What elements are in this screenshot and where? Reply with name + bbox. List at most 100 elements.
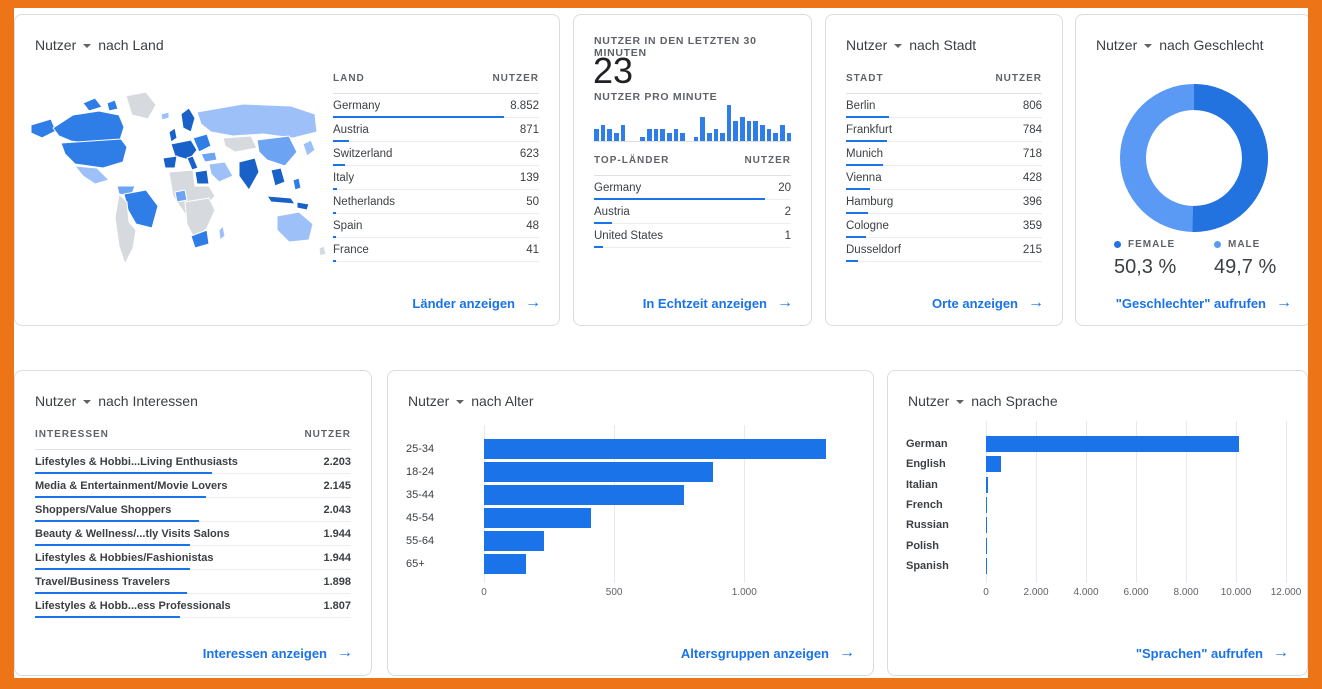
map-egypt[interactable]: [194, 169, 210, 185]
row-value: 718: [1022, 147, 1042, 160]
bar[interactable]: [986, 476, 988, 493]
table-row[interactable]: Vienna 428: [846, 166, 1042, 190]
bar[interactable]: [484, 553, 526, 574]
table-row[interactable]: Travel/Business Travelers 1.898: [35, 570, 351, 594]
table-row[interactable]: Dusseldorf 215: [846, 238, 1042, 262]
map-south-africa[interactable]: [190, 229, 210, 249]
map-new-guinea[interactable]: [296, 201, 310, 211]
map-philippines[interactable]: [292, 177, 302, 191]
minute-bar: [640, 137, 646, 141]
table-row[interactable]: Beauty & Wellness/...tly Visits Salons 1.…: [35, 522, 351, 546]
map-turkey[interactable]: [200, 151, 218, 163]
bar[interactable]: [484, 484, 685, 505]
bar[interactable]: [484, 438, 827, 459]
table-row[interactable]: Germany 8.852: [333, 94, 539, 118]
bar-row: [986, 495, 1296, 515]
row-label: Munich: [846, 147, 884, 160]
donut-female-arc[interactable]: [1120, 84, 1268, 232]
table-row[interactable]: Cologne 359: [846, 214, 1042, 238]
map-madagascar[interactable]: [218, 225, 226, 241]
map-eastern-europe[interactable]: [192, 133, 212, 153]
bar[interactable]: [986, 497, 987, 514]
show-realtime-link[interactable]: In Echtzeit anzeigen →: [642, 294, 793, 311]
table-row[interactable]: United States 1: [594, 224, 791, 248]
table-row[interactable]: Switzerland 623: [333, 142, 539, 166]
table-row[interactable]: Hamburg 396: [846, 190, 1042, 214]
male-percentage: 49,7 %: [1214, 256, 1277, 278]
map-central-asia[interactable]: [222, 135, 258, 153]
map-alaska[interactable]: [30, 118, 57, 139]
table-row[interactable]: Berlin 806: [846, 94, 1042, 118]
table-row[interactable]: Netherlands 50: [333, 190, 539, 214]
metric-selector[interactable]: Nutzer: [35, 393, 98, 409]
table-header: STADT NUTZER: [846, 73, 1042, 94]
bar[interactable]: [484, 461, 714, 482]
map-scandinavia[interactable]: [180, 107, 196, 133]
map-new-zealand[interactable]: [318, 245, 327, 257]
table-row[interactable]: Lifestyles & Hobb...ess Professionals 1.8…: [35, 594, 351, 618]
card-title: Nutzer nach Sprache: [908, 393, 1058, 409]
show-genders-link[interactable]: "Geschlechter" aufrufen →: [1115, 294, 1292, 311]
map-indochina[interactable]: [270, 167, 286, 187]
table-row[interactable]: Lifestyles & Hobbi...Living Enthusiasts 2…: [35, 450, 351, 474]
table-row[interactable]: Lifestyles & Hobbies/Fashionistas 1.944: [35, 546, 351, 570]
map-canada[interactable]: [52, 110, 125, 145]
table-row[interactable]: Italy 139: [333, 166, 539, 190]
map-india[interactable]: [238, 157, 260, 191]
bar[interactable]: [986, 436, 1239, 453]
map-middle-east[interactable]: [208, 161, 234, 183]
row-label: Austria: [594, 205, 630, 218]
map-indonesia[interactable]: [266, 195, 296, 205]
map-greenland[interactable]: [125, 91, 157, 120]
axis-category-labels: 25-34 18-24 35-44 45-54 55-64 65+: [406, 437, 434, 575]
users-per-minute-chart[interactable]: [594, 105, 792, 142]
table-row[interactable]: France 41: [333, 238, 539, 262]
map-central-europe[interactable]: [170, 139, 198, 161]
map-russia[interactable]: [196, 103, 318, 139]
map-mexico[interactable]: [74, 165, 110, 185]
metric-selector[interactable]: Nutzer: [408, 393, 471, 409]
category-label: Spanish: [906, 559, 949, 572]
map-central-africa[interactable]: [184, 197, 216, 241]
map-arctic-islands[interactable]: [82, 97, 103, 112]
show-countries-link[interactable]: Länder anzeigen →: [412, 294, 541, 311]
card-users-by-age: Nutzer nach Alter 25-34 18-24 35-44 45-54 55…: [387, 370, 874, 676]
map-japan[interactable]: [302, 139, 316, 157]
show-languages-link[interactable]: "Sprachen" aufrufen →: [1135, 644, 1289, 661]
table-row[interactable]: Frankfurt 784: [846, 118, 1042, 142]
map-australia[interactable]: [276, 211, 314, 243]
map-china[interactable]: [256, 135, 298, 167]
show-interests-link[interactable]: Interessen anzeigen →: [202, 644, 353, 661]
map-iceland[interactable]: [160, 111, 170, 121]
map-arctic-islands-2[interactable]: [106, 99, 119, 112]
map-italy[interactable]: [186, 155, 199, 171]
metric-selector[interactable]: Nutzer: [846, 37, 909, 53]
bars: [986, 434, 1296, 576]
table-row[interactable]: Munich 718: [846, 142, 1042, 166]
bar[interactable]: [484, 507, 591, 528]
table-row[interactable]: Media & Entertainment/Movie Lovers 2.145: [35, 474, 351, 498]
table-row[interactable]: Shoppers/Value Shoppers 2.043: [35, 498, 351, 522]
world-map[interactable]: [23, 83, 335, 291]
show-age-groups-link[interactable]: Altersgruppen anzeigen →: [680, 644, 855, 661]
map-argentina-chile[interactable]: [114, 193, 137, 265]
table-row[interactable]: Germany 20: [594, 176, 791, 200]
metric-selector[interactable]: Nutzer: [908, 393, 971, 409]
show-cities-link[interactable]: Orte anzeigen →: [932, 294, 1044, 311]
map-iberia[interactable]: [162, 155, 178, 169]
card-users-by-city: Nutzer nach Stadt STADT NUTZER Berlin 806…: [825, 14, 1063, 326]
gender-donut-chart[interactable]: [1119, 83, 1269, 233]
map-west-africa[interactable]: [174, 189, 188, 203]
bar[interactable]: [986, 456, 1001, 473]
table-row[interactable]: Spain 48: [333, 214, 539, 238]
table-row[interactable]: Austria 871: [333, 118, 539, 142]
metric-selector[interactable]: Nutzer: [35, 37, 98, 53]
map-usa[interactable]: [60, 138, 128, 169]
card-title: Nutzer nach Stadt: [846, 37, 976, 53]
arrow-right-icon: →: [1028, 294, 1044, 311]
category-label: 55-64: [406, 534, 435, 547]
bar[interactable]: [484, 530, 544, 551]
table-row[interactable]: Austria 2: [594, 200, 791, 224]
metric-selector[interactable]: Nutzer: [1096, 37, 1159, 53]
map-uk[interactable]: [168, 127, 178, 143]
